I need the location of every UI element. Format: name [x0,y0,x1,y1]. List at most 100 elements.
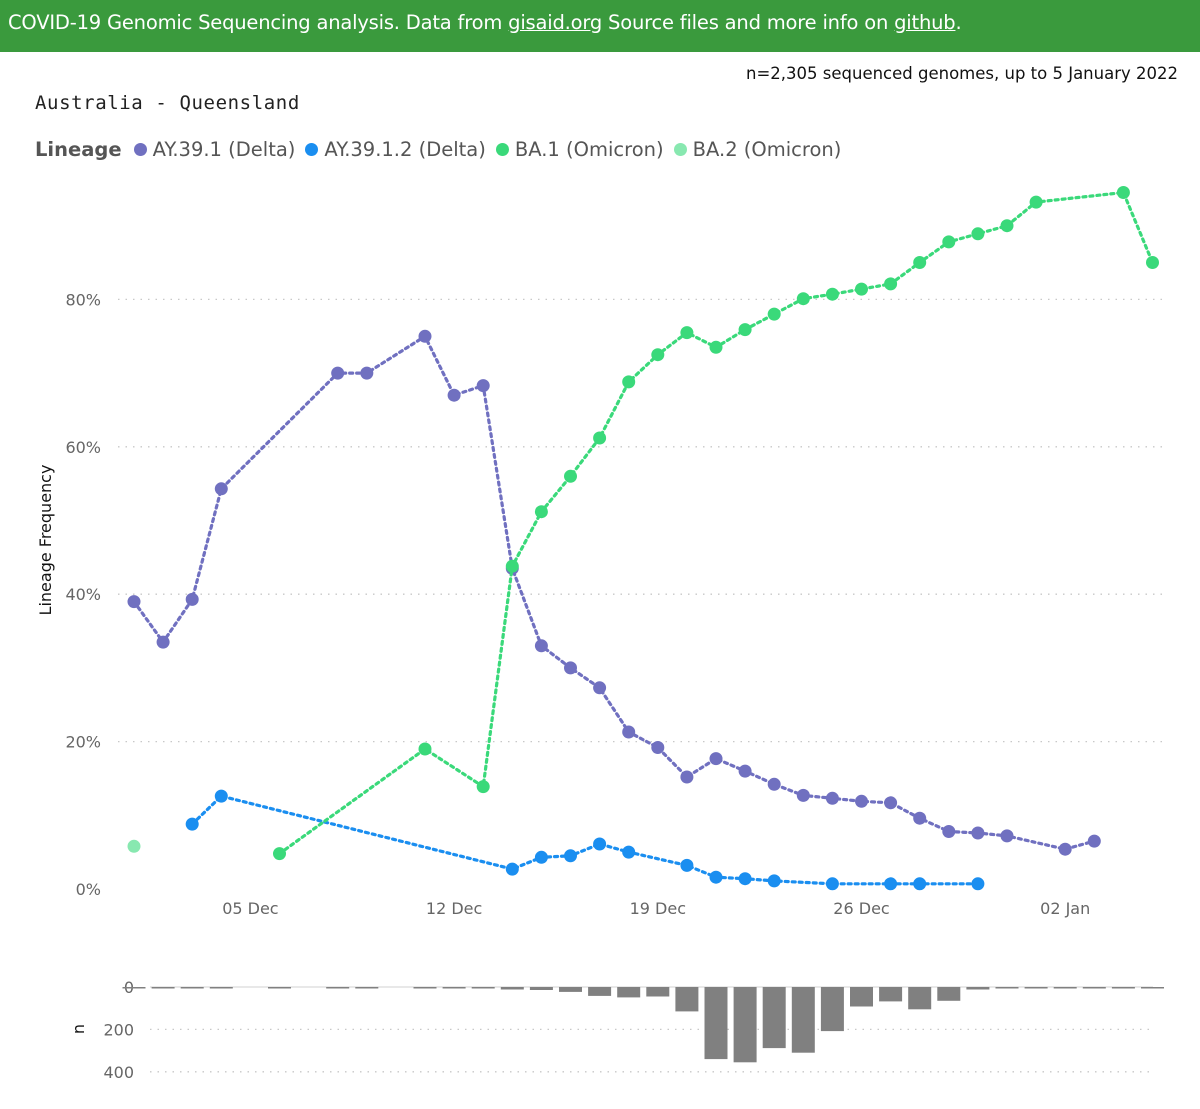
header-text: COVID-19 Genomic Sequencing analysis. Da… [8,11,962,34]
data-point [1116,186,1130,199]
data-point [534,505,548,519]
count-bar [1024,987,1048,989]
count-bar [122,987,146,989]
count-bar [471,987,495,989]
count-bar [209,987,233,989]
x-tick-label: 12 Dec [426,899,482,918]
data-point [680,770,694,784]
data-point [855,282,868,296]
data-point [564,661,577,675]
data-point [884,877,898,891]
data-point [913,811,927,825]
x-tick-label: 02 Jan [1040,899,1090,918]
data-point [418,329,432,343]
data-point [796,788,810,802]
count-bar [908,987,932,1010]
data-point [593,681,607,695]
data-point [825,287,839,301]
count-bar [733,987,757,1063]
data-point [622,375,636,389]
data-point [622,725,636,739]
github-link[interactable]: github [894,11,956,34]
legend-item-ba1[interactable]: BA.1 (Omicron) [495,138,664,161]
count-bar [1111,987,1135,989]
data-point [738,764,752,778]
data-point [709,340,723,354]
count-bar [413,987,437,989]
chart-legend: Lineage AY.39.1 (Delta) AY.39.1.2 (Delta… [35,138,851,161]
count-bar [791,987,815,1053]
data-point [942,235,956,249]
data-point [214,789,228,803]
data-point [360,366,374,380]
data-point [971,826,985,840]
header-bar: COVID-19 Genomic Sequencing analysis. Da… [0,0,1200,52]
legend-label: BA.2 (Omicron) [692,138,842,161]
legend-item-ba2[interactable]: BA.2 (Omicron) [673,138,842,161]
count-bar [850,987,873,1007]
bar-axis-title: n [69,1024,88,1034]
data-point [127,839,141,853]
data-point [214,482,228,496]
region-title: Australia - Queensland [35,92,300,114]
data-point [331,366,345,380]
count-bar [966,987,990,990]
data-point [767,777,781,791]
data-point [1058,842,1072,856]
data-point [156,635,170,649]
legend-label: BA.1 (Omicron) [514,138,664,161]
data-point [185,817,199,831]
data-point [825,877,839,891]
series-line [190,794,980,886]
data-point [709,752,723,766]
legend-item-ay39-1[interactable]: AY.39.1 (Delta) [133,138,295,161]
data-point [418,742,432,756]
y-tick-label: 0% [76,880,101,899]
data-point [942,825,956,838]
data-point [593,837,607,851]
data-point [505,862,519,876]
header-middle: Source files and more info on [602,11,895,34]
data-point [913,256,927,269]
x-tick-label: 05 Dec [222,899,278,918]
data-point [476,379,490,393]
data-point [622,845,636,859]
legend-title: Lineage [35,138,122,161]
count-bar [442,987,466,989]
count-bar [646,987,670,997]
gisaid-link[interactable]: gisaid.org [508,11,603,34]
count-bar [937,987,961,1001]
count-bar [268,987,291,989]
legend-marker [495,143,509,156]
data-point [767,307,781,321]
header-prefix: COVID-19 Genomic Sequencing analysis. Da… [8,11,509,34]
count-bar [1053,987,1077,989]
y-axis-title: Lineage Frequency [36,465,55,616]
bar-y-tick-label: 400 [103,1063,134,1082]
data-point [884,796,898,810]
data-point [971,227,985,241]
count-bar [529,987,553,990]
count-bar [588,987,612,996]
data-point [651,741,665,754]
legend-label: AY.39.1.2 (Delta) [324,138,486,161]
legend-item-ay39-1-2[interactable]: AY.39.1.2 (Delta) [305,138,486,161]
data-point [593,431,607,445]
count-bar [820,987,844,1032]
count-bar [1141,987,1164,989]
data-point [447,388,461,402]
data-point [534,639,548,653]
data-point [476,780,490,794]
count-bar [1082,987,1106,989]
series-line [132,334,1096,851]
legend-marker [673,143,687,156]
x-tick-label: 19 Dec [630,899,686,918]
y-tick-label: 20% [65,733,101,752]
data-point [651,348,665,362]
data-point [767,874,781,888]
data-point [1029,195,1043,209]
data-point [564,469,577,483]
data-point [273,847,286,861]
count-bar [675,987,699,1012]
